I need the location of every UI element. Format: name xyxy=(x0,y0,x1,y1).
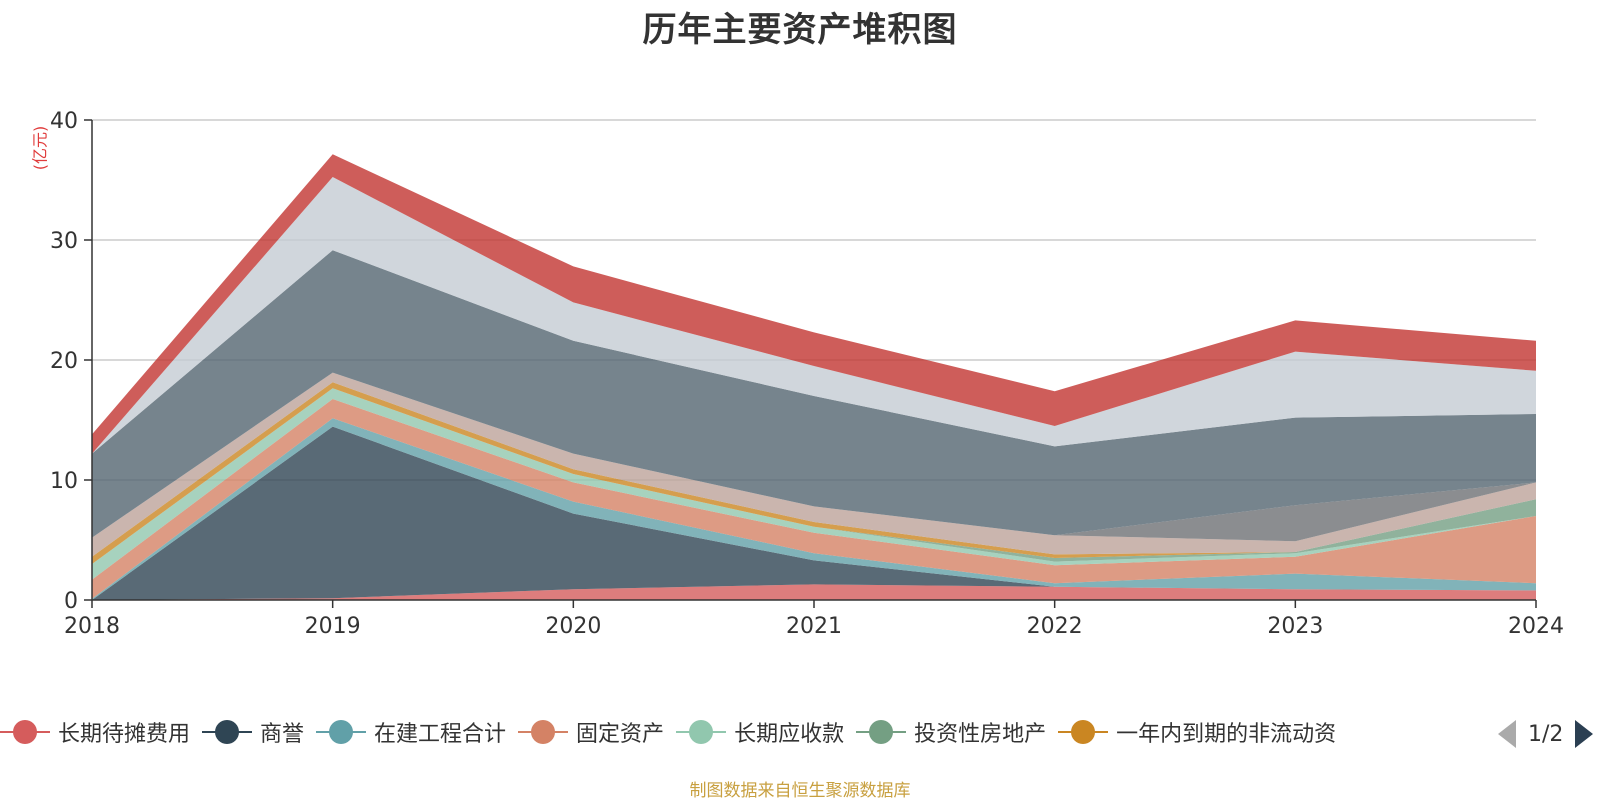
legend-next-page-icon[interactable] xyxy=(1575,720,1594,748)
y-tick-label: 0 xyxy=(64,589,78,614)
legend-marker-icon xyxy=(0,719,50,745)
axes-group: 0 10 20 30 40 2018 2019 2020 2021 2022 2023 2024 xyxy=(50,109,1564,639)
legend-label: 在建工程合计 xyxy=(374,722,507,747)
chart-legend: 长期待摊费用 商誉 在建工程合计 固定资产 长期应收款 投资性房地产 一年内到期的非流动资 xyxy=(0,712,1348,752)
legend-marker-icon xyxy=(316,719,367,745)
x-tick-label: 2018 xyxy=(64,614,120,639)
x-tick-label: 2024 xyxy=(1508,614,1564,639)
legend-page-indicator: 1/2 xyxy=(1528,721,1564,747)
x-tick-label: 2019 xyxy=(305,614,361,639)
stacked-area-chart: 0 10 20 30 40 2018 2019 2020 2021 2022 2023 2024 xyxy=(50,109,1564,639)
area-series-0 xyxy=(92,584,1536,600)
area-series-11 xyxy=(92,154,1536,454)
y-tick-label: 40 xyxy=(50,109,78,134)
legend-label: 一年内到期的非流动资 xyxy=(1116,722,1337,747)
x-tick-label: 2020 xyxy=(545,614,601,639)
x-tick-label: 2022 xyxy=(1027,614,1083,639)
x-tick-label: 2021 xyxy=(786,614,842,639)
area-series-10 xyxy=(92,177,1536,454)
legend-item[interactable]: 长期应收款 xyxy=(676,716,844,748)
chart-title: 历年主要资产堆积图 xyxy=(642,10,958,50)
legend-label: 固定资产 xyxy=(576,722,665,747)
legend-item[interactable]: 商誉 xyxy=(202,716,304,748)
area-series-7 xyxy=(92,372,1536,557)
legend-marker-icon xyxy=(202,719,253,745)
y-tick-label: 30 xyxy=(50,229,78,254)
source-note: 制图数据来自恒生聚源数据库 xyxy=(689,781,911,801)
area-series-4 xyxy=(92,388,1536,580)
area-series-9 xyxy=(92,250,1536,538)
area-series-1 xyxy=(92,426,1536,600)
area-series-3 xyxy=(92,399,1536,599)
x-tick-label: 2023 xyxy=(1267,614,1323,639)
y-tick-label: 10 xyxy=(50,469,78,494)
legend-pager: 1/2 xyxy=(1498,716,1594,752)
area-series-group xyxy=(92,154,1536,600)
legend-marker-icon xyxy=(676,719,727,745)
legend-item[interactable]: 在建工程合计 xyxy=(316,716,506,748)
legend-label: 商誉 xyxy=(260,722,305,747)
legend-label: 投资性房地产 xyxy=(914,722,1047,747)
legend-prev-page-icon[interactable] xyxy=(1498,720,1516,748)
area-series-2 xyxy=(92,418,1536,600)
legend-item[interactable]: 长期待摊费用 xyxy=(0,716,190,748)
legend-item[interactable]: 投资性房地产 xyxy=(856,716,1046,748)
y-tick-label: 20 xyxy=(50,349,78,374)
legend-label: 长期应收款 xyxy=(734,722,845,747)
legend-item[interactable]: 固定资产 xyxy=(518,716,664,748)
legend-item[interactable]: 一年内到期的非流动资 xyxy=(1058,716,1336,748)
legend-marker-icon xyxy=(856,719,907,745)
legend-marker-icon xyxy=(518,719,569,745)
area-series-6 xyxy=(92,382,1536,564)
legend-marker-icon xyxy=(1058,719,1109,745)
legend-label: 长期待摊费用 xyxy=(58,722,191,747)
